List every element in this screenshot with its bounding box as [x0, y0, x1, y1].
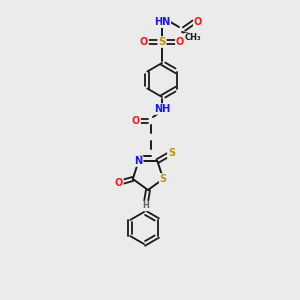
Text: H: H [142, 202, 149, 211]
Text: O: O [194, 17, 202, 27]
Text: NH: NH [154, 104, 170, 114]
Text: HN: HN [154, 17, 170, 27]
Text: S: S [160, 174, 167, 184]
Text: O: O [115, 178, 123, 188]
Text: N: N [134, 156, 143, 166]
Text: S: S [168, 148, 175, 158]
Text: O: O [132, 116, 140, 126]
Text: O: O [140, 37, 148, 47]
Text: CH₃: CH₃ [185, 34, 201, 43]
Text: O: O [189, 34, 197, 43]
Text: HN: HN [154, 17, 170, 27]
Text: O: O [194, 17, 202, 27]
Text: S: S [158, 37, 166, 47]
Text: O: O [176, 37, 184, 47]
